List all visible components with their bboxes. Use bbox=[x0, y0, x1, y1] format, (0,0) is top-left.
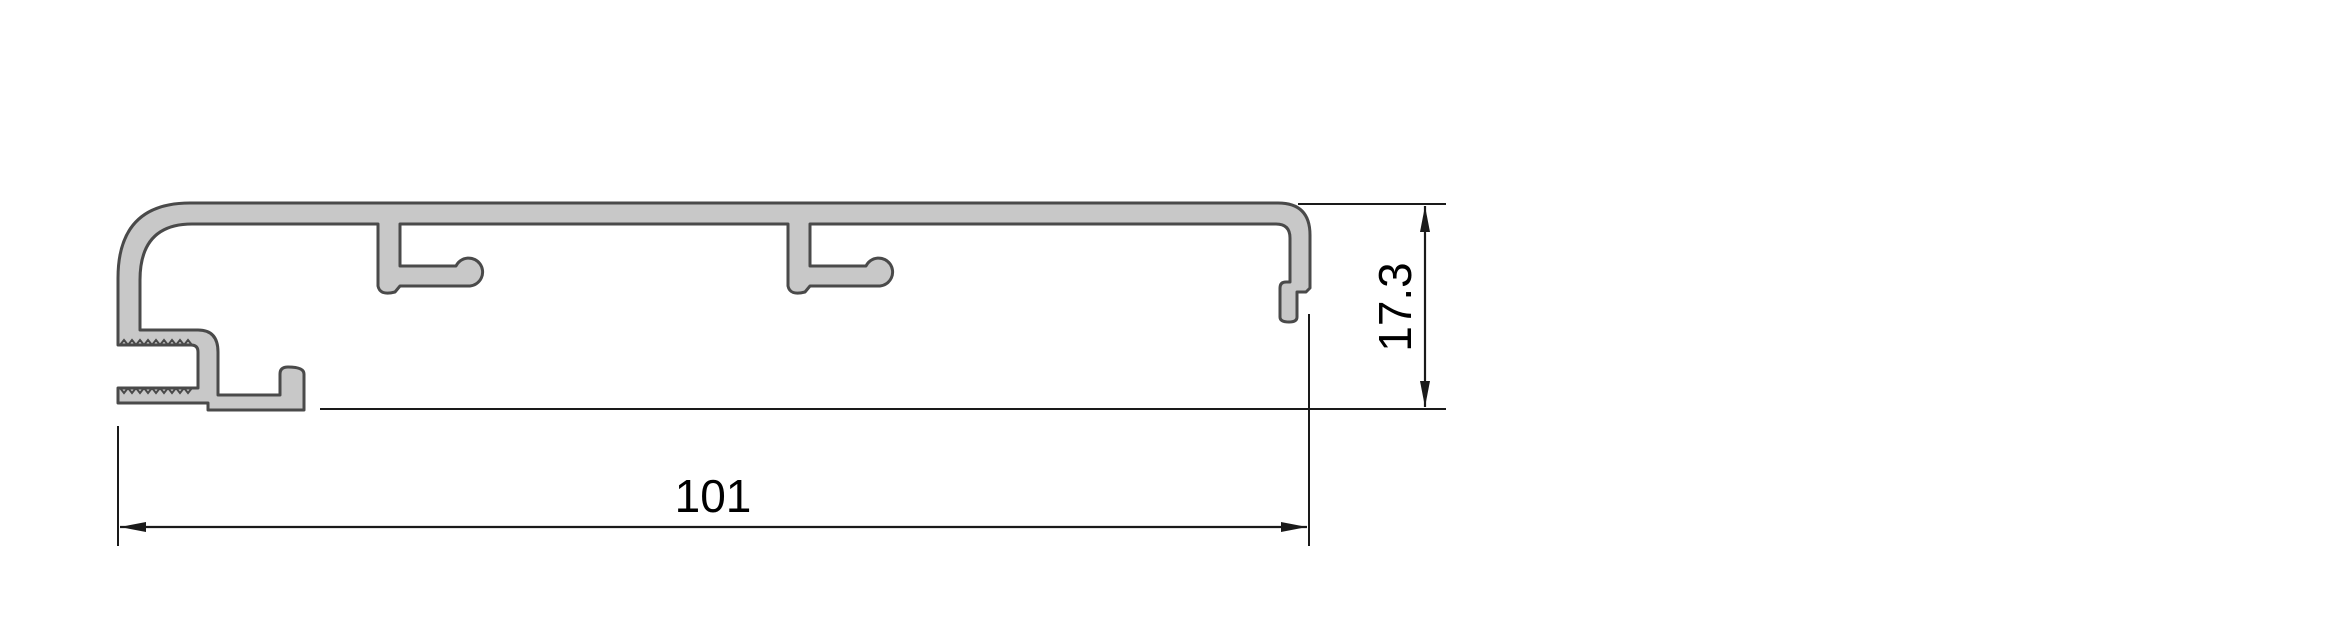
height-dimension: 17.3 bbox=[1369, 206, 1430, 407]
profile-cross-section bbox=[116, 201, 1312, 412]
width-arrow-left bbox=[120, 522, 146, 532]
width-dimension: 101 bbox=[120, 470, 1307, 532]
width-dimension-label: 101 bbox=[675, 470, 752, 522]
extension-lines bbox=[117, 203, 1446, 546]
upper-serration bbox=[119, 338, 193, 347]
height-arrow-bottom bbox=[1420, 381, 1430, 407]
lower-serration bbox=[119, 386, 193, 395]
width-arrow-right bbox=[1281, 522, 1307, 532]
profile-shape bbox=[116, 201, 1312, 412]
height-dimension-label: 17.3 bbox=[1369, 262, 1421, 352]
height-arrow-top bbox=[1420, 206, 1430, 232]
